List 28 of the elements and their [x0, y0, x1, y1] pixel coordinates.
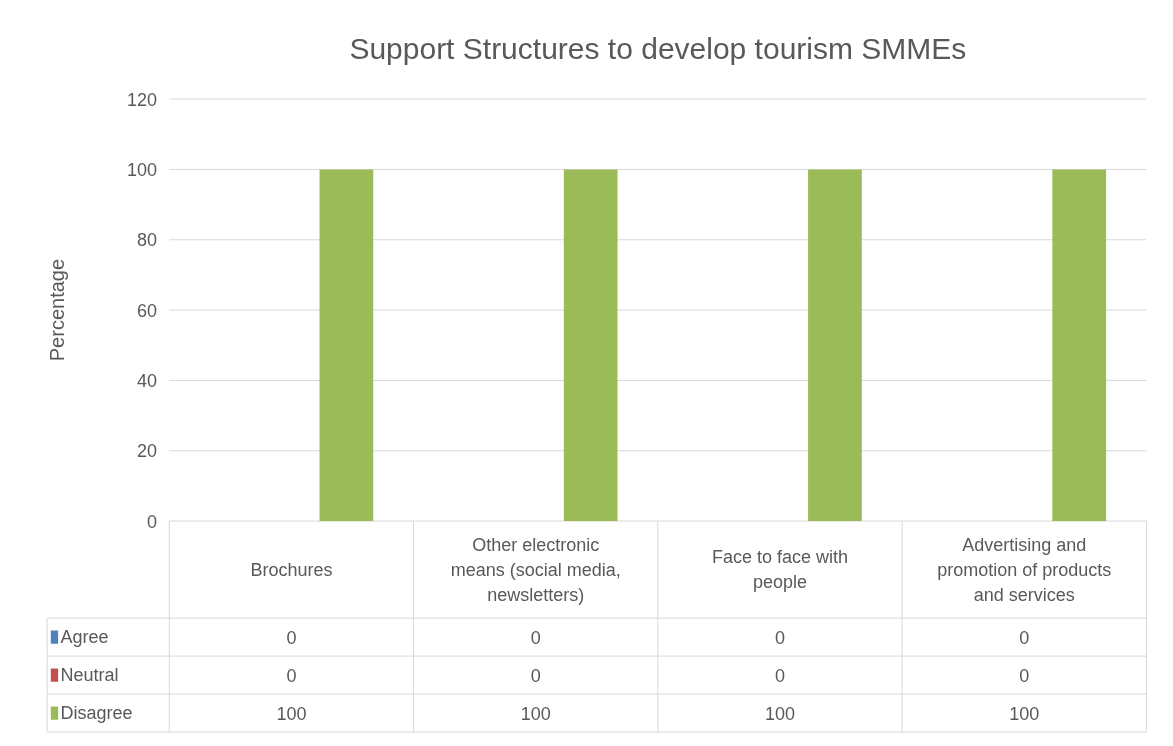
x-tick-label: Face to face with people — [711, 547, 849, 593]
data-label: 100 — [764, 703, 796, 724]
data-label: 100 — [276, 703, 307, 724]
y-tick-label: 40 — [137, 370, 158, 391]
legend-label: Agree — [60, 627, 109, 648]
x-tick-label: Advertising and promotion of products and services — [937, 534, 1112, 605]
y-tick-label: 20 — [137, 441, 158, 462]
y-tick-label: 120 — [127, 89, 158, 110]
data-label: 0 — [774, 627, 785, 648]
data-label: 0 — [774, 665, 785, 686]
y-tick-label: 100 — [127, 159, 158, 180]
x-tick-label: Brochures — [250, 559, 333, 580]
data-label: 0 — [530, 665, 541, 686]
legend-label: Neutral — [60, 665, 119, 686]
data-label: 0 — [286, 665, 297, 686]
chart-title: Support Structures to develop tourism SMMEs — [349, 31, 967, 65]
legend-label: Disagree — [60, 703, 133, 724]
y-axis-title: Percentage — [45, 258, 68, 362]
y-tick-label: 0 — [147, 511, 158, 532]
data-label: 0 — [1019, 627, 1030, 648]
y-tick-label: 80 — [137, 230, 158, 251]
data-label: 100 — [520, 703, 551, 724]
x-tick-label: Other electronic means (social media, newsletters) — [450, 534, 621, 605]
data-label: 100 — [1009, 703, 1040, 724]
y-tick-label: 60 — [137, 300, 158, 321]
data-label: 0 — [530, 627, 541, 648]
data-label: 0 — [286, 627, 297, 648]
data-label: 0 — [1019, 665, 1030, 686]
